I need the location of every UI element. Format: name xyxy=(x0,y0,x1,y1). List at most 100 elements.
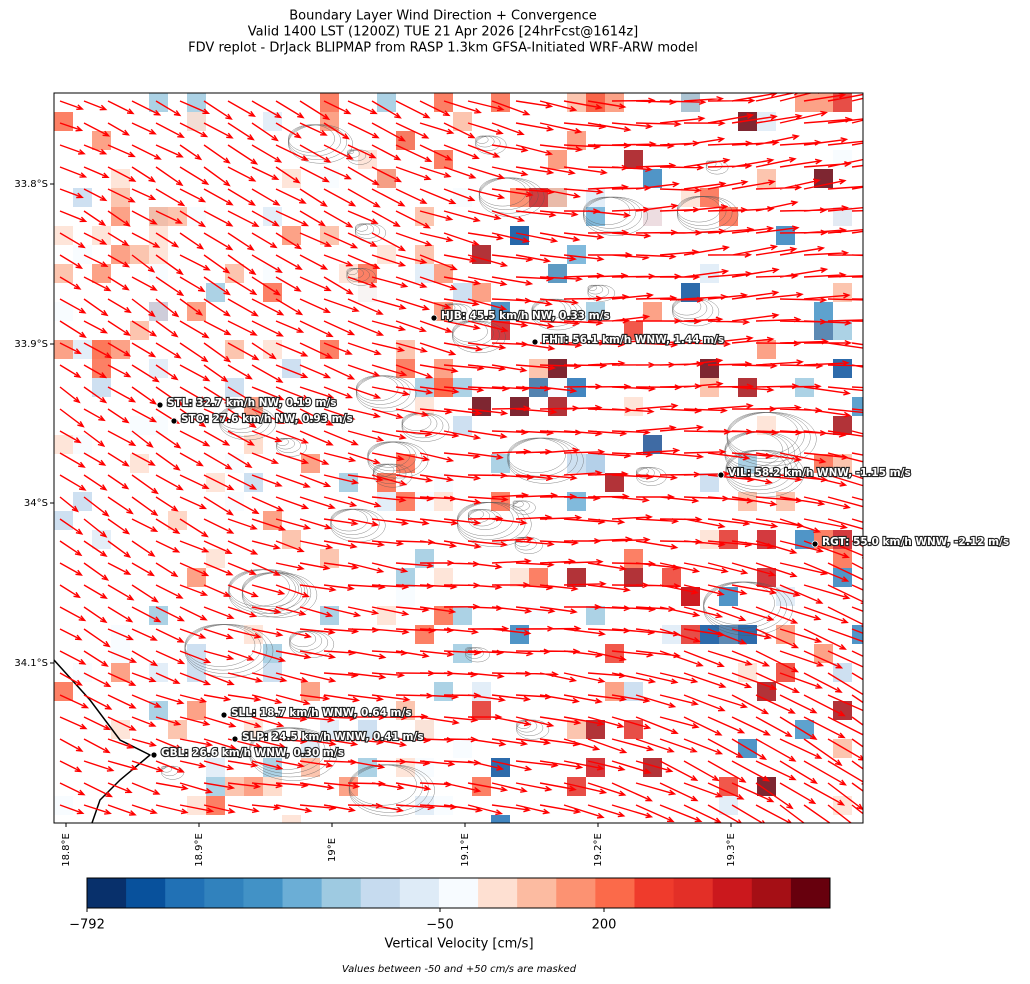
shade-cell xyxy=(92,131,111,150)
shade-cell xyxy=(757,777,776,796)
colorbar-tick-label: −792 xyxy=(69,918,105,933)
shade-cell xyxy=(54,796,73,815)
shade-cell xyxy=(700,359,719,378)
shade-cell xyxy=(320,93,339,112)
shade-cell xyxy=(738,492,757,511)
station-label: SLP: 24.5 km/h WNW, 0.41 m/s xyxy=(242,731,424,743)
colorbar: −792 −50 200 xyxy=(69,877,831,933)
shade-cell xyxy=(130,454,149,473)
shade-cell xyxy=(282,169,301,188)
shade-cell xyxy=(548,359,567,378)
shade-cell xyxy=(852,625,863,644)
lon-tick-label: 18.9°E xyxy=(194,833,205,867)
shade-cell xyxy=(833,568,852,587)
shade-cell xyxy=(814,321,833,340)
shade-cell xyxy=(92,226,111,245)
shade-cell xyxy=(415,207,434,226)
shade-cell xyxy=(111,188,130,207)
shade-cell xyxy=(377,492,396,511)
shade-cell xyxy=(187,796,206,815)
shade-cell xyxy=(206,758,225,777)
shade-cell xyxy=(396,492,415,511)
shade-cell xyxy=(206,473,225,492)
shade-cell xyxy=(510,397,529,416)
shade-cell xyxy=(491,492,510,511)
shade-cell xyxy=(833,549,852,568)
shade-cell xyxy=(54,511,73,530)
shade-cell xyxy=(92,378,111,397)
title-line: Valid 1400 LST (1200Z) TUE 21 Apr 2026 [… xyxy=(248,25,639,40)
lon-tick-label: 19.3°E xyxy=(726,833,737,867)
shade-cell xyxy=(377,169,396,188)
shade-cell xyxy=(833,150,852,169)
shade-cell xyxy=(206,283,225,302)
colorbar-swatch xyxy=(360,878,401,908)
station-label: FHT: 56.1 km/h WNW, 1.44 m/s xyxy=(542,334,724,346)
shade-cell xyxy=(757,530,776,549)
shade-cell xyxy=(567,568,586,587)
shade-cell xyxy=(149,264,168,283)
shade-cell xyxy=(757,340,776,359)
shade-cell xyxy=(548,264,567,283)
shade-cell xyxy=(415,264,434,283)
shade-cell xyxy=(434,682,453,701)
shade-cell xyxy=(149,245,168,264)
shade-cell xyxy=(605,473,624,492)
shade-cell xyxy=(149,663,168,682)
colorbar-tick-label: 200 xyxy=(592,918,617,933)
shade-cell xyxy=(434,796,453,815)
shade-cell xyxy=(852,397,863,416)
title-line: FDV replot - DrJack BLIPMAP from RASP 1.… xyxy=(188,41,698,56)
shade-cell xyxy=(396,131,415,150)
colorbar-swatch xyxy=(712,878,753,908)
shade-cell xyxy=(225,264,244,283)
shade-cell xyxy=(719,777,738,796)
colorbar-swatch xyxy=(282,878,323,908)
shade-cell xyxy=(54,340,73,359)
shade-cell xyxy=(472,283,491,302)
station-label: STL: 32.7 km/h NW, 0.19 m/s xyxy=(167,397,336,409)
shade-cell xyxy=(358,720,377,739)
shade-cell xyxy=(434,150,453,169)
shade-cell xyxy=(434,378,453,397)
station-dot xyxy=(156,401,164,409)
shade-cell xyxy=(54,112,73,131)
shade-cell xyxy=(624,568,643,587)
shade-cell xyxy=(225,378,244,397)
shade-cell xyxy=(339,473,358,492)
shade-cell xyxy=(624,549,643,568)
station-dot xyxy=(811,540,819,548)
station-label: STO: 27.6 km/h NW, 0.93 m/s xyxy=(181,413,353,425)
shade-cell xyxy=(814,454,833,473)
shade-cell xyxy=(263,758,282,777)
shade-cell xyxy=(320,720,339,739)
shade-cell xyxy=(415,492,434,511)
shade-cell xyxy=(757,169,776,188)
shade-cell xyxy=(472,245,491,264)
shade-cell xyxy=(301,758,320,777)
shade-cell xyxy=(776,492,795,511)
shade-cell xyxy=(510,625,529,644)
shade-cell xyxy=(434,492,453,511)
shade-cell xyxy=(586,454,605,473)
station-label: GBL: 26.6 km/h WNW, 0.30 m/s xyxy=(161,747,344,759)
shade-cell xyxy=(73,663,92,682)
shade-cell xyxy=(814,93,833,112)
shade-cell xyxy=(719,207,738,226)
shade-cell xyxy=(54,682,73,701)
station-dot xyxy=(150,751,158,759)
shade-cell xyxy=(434,93,453,112)
shade-cell xyxy=(111,340,130,359)
colorbar-swatch xyxy=(204,878,244,908)
lon-tick-label: 19°E xyxy=(327,838,338,862)
shade-cell xyxy=(472,701,491,720)
lat-tick-label: 34.1°S xyxy=(14,658,48,669)
colorbar-swatch xyxy=(126,878,166,908)
shade-cell xyxy=(833,739,852,758)
shade-cell xyxy=(624,150,643,169)
shade-cell xyxy=(54,435,73,454)
shade-cell xyxy=(548,378,567,397)
shade-cell xyxy=(453,112,472,131)
shade-cell xyxy=(605,93,624,112)
